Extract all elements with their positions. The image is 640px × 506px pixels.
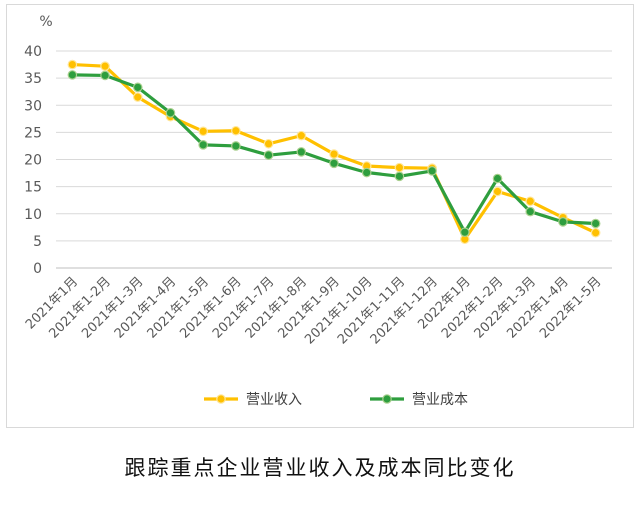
data-point	[231, 141, 241, 151]
legend-marker	[216, 394, 226, 404]
data-point	[460, 227, 470, 237]
y-tick-label: 0	[33, 261, 42, 277]
data-point	[67, 70, 78, 80]
legend-label: 营业成本	[412, 392, 468, 408]
line-chart: 0510152025303540%2021年1月2021年1-2月2021年1-…	[23, 14, 612, 408]
y-tick-label: 30	[24, 98, 42, 114]
data-point	[132, 92, 143, 102]
data-point	[492, 173, 503, 184]
data-point	[525, 206, 536, 217]
data-point	[525, 196, 536, 207]
data-point	[198, 140, 208, 150]
data-point	[394, 171, 405, 182]
data-point	[590, 218, 601, 229]
y-axis-unit: %	[39, 14, 52, 30]
y-tick-label: 25	[24, 125, 42, 141]
data-point	[361, 167, 372, 178]
data-point	[263, 138, 274, 149]
data-point	[67, 59, 78, 70]
data-point	[296, 147, 307, 157]
data-point	[427, 166, 437, 176]
data-point	[492, 186, 503, 197]
chart-caption: 跟踪重点企业营业收入及成本同比变化	[124, 456, 516, 480]
data-point	[394, 162, 405, 173]
data-point	[100, 70, 110, 81]
data-point	[590, 227, 601, 238]
y-tick-label: 15	[24, 180, 42, 196]
y-tick-label: 40	[24, 44, 42, 60]
legend-marker	[382, 394, 392, 404]
data-point	[558, 217, 568, 227]
data-point	[296, 130, 307, 141]
data-point	[263, 150, 274, 160]
y-tick-label: 5	[33, 234, 42, 250]
y-tick-label: 20	[24, 153, 42, 169]
y-tick-label: 35	[24, 71, 42, 87]
data-point	[100, 61, 110, 71]
legend-label: 营业收入	[246, 392, 302, 408]
data-point	[231, 125, 241, 136]
data-point	[165, 108, 176, 118]
data-point	[198, 126, 208, 137]
data-point	[329, 158, 339, 169]
data-point	[329, 149, 339, 159]
data-point	[132, 82, 143, 93]
y-tick-label: 10	[24, 207, 42, 223]
